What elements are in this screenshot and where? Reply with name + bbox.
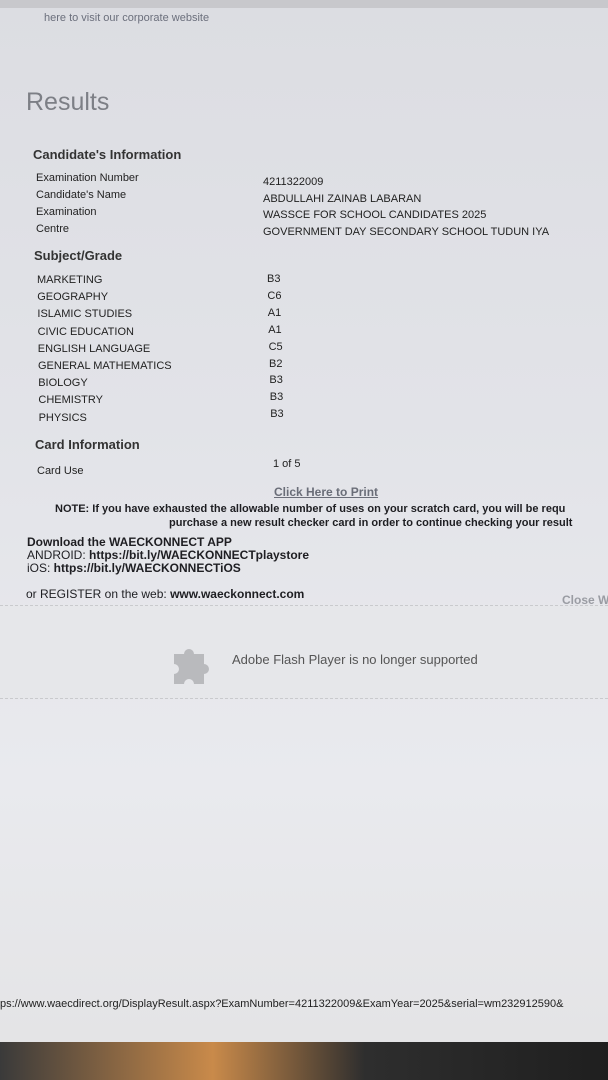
printed-page: here to visit our corporate website Resu… [0,0,608,1042]
background-surface [0,1042,608,1080]
page-title: Results [26,88,110,116]
close-window-link[interactable]: Close W [562,593,608,607]
subject-heading: Subject/Grade [34,248,123,263]
subject-name: CHEMISTRY [38,394,103,407]
subject-grade: A1 [268,323,282,336]
print-link[interactable]: Click Here to Print [274,485,379,499]
field-label: Examination Number [36,172,139,184]
register: or REGISTER on the web: www.waeckonnect.… [26,587,304,601]
card-use-value: 1 of 5 [273,458,301,470]
card-heading: Card Information [35,437,140,452]
flash-message: Adobe Flash Player is no longer supporte… [232,652,478,667]
subject-grade: B3 [270,408,284,421]
flash-placeholder: Adobe Flash Player is no longer supporte… [0,605,608,699]
subject-grade: A1 [267,306,282,319]
field-label: Examination [36,206,97,218]
top-edge [0,0,608,8]
field-value: GOVERNMENT DAY SECONDARY SCHOOL TUDUN IY… [263,225,550,238]
field-label: Candidate's Name [36,189,127,201]
subject-grade: C6 [267,289,282,302]
download-section: Download the WAECKONNECT APP ANDROID: ht… [27,536,309,575]
subject-name: ENGLISH LANGUAGE [37,342,151,355]
android-link[interactable]: https://bit.ly/WAECKONNECTplaystore [89,548,310,562]
register-label: or REGISTER on the web: [26,587,171,601]
subject-grade: B3 [269,391,284,404]
subject-name: BIOLOGY [38,377,88,390]
note-line-2: purchase a new result checker card in or… [169,517,573,529]
field-value: ABDULLAHI ZAINAB LABARAN [263,192,422,205]
subject-grade: C5 [268,340,283,353]
subject-name: PHYSICS [38,411,87,424]
card-use-label: Card Use [37,465,84,477]
subject-grade: B3 [267,273,281,285]
download-title: Download the WAECKONNECT APP [27,535,232,549]
note-line-1: NOTE: If you have exhausted the allowabl… [55,503,566,515]
register-link[interactable]: www.waeckonnect.com [170,587,305,601]
corporate-website-link[interactable]: here to visit our corporate website [44,12,210,24]
ios-link[interactable]: https://bit.ly/WAECKONNECTiOS [53,561,241,575]
puzzle-piece-icon [174,649,209,684]
subject-name: CIVIC EDUCATION [37,325,134,338]
android-label: ANDROID: [27,548,90,562]
subject-name: MARKETING [37,274,103,286]
ios-label: iOS: [27,561,54,575]
subject-name: GENERAL MATHEMATICS [38,360,172,372]
field-value: WASSCE FOR SCHOOL CANDIDATES 2025 [263,209,487,221]
field-value: 4211322009 [263,176,324,188]
field-label: Centre [36,223,70,235]
subject-name: GEOGRAPHY [37,291,109,304]
subject-grade: B2 [269,357,283,370]
subject-name: ISLAMIC STUDIES [37,308,133,321]
footer-url: ps://www.waecdirect.org/DisplayResult.as… [0,998,564,1010]
note: NOTE: If you have exhausted the allowabl… [55,502,608,530]
subject-grade: B3 [269,374,283,387]
candidate-heading: Candidate's Information [33,147,182,162]
